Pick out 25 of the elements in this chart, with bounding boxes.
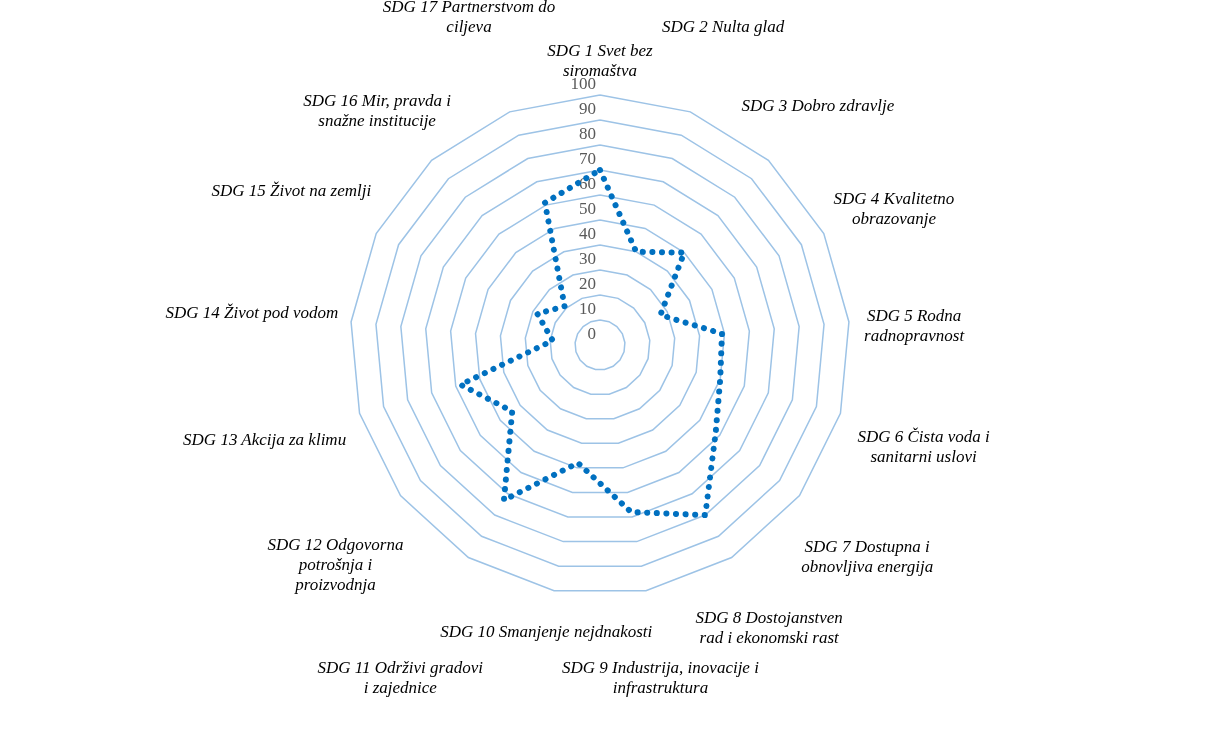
spoke-label: SDG 14 Život pod vodom bbox=[165, 302, 339, 322]
spoke-label: SDG 5 Rodna radnopravnost bbox=[864, 305, 966, 345]
y-tick-label: 0 bbox=[587, 324, 596, 343]
spoke-label: SDG 6 Čista voda i sanitarni uslovi bbox=[857, 427, 990, 467]
y-tick-label: 10 bbox=[579, 299, 596, 318]
y-tick-label: 80 bbox=[579, 124, 596, 143]
y-tick-label: 30 bbox=[579, 249, 596, 268]
spoke-label: SDG 16 Mir, pravda i snažne institucije bbox=[303, 90, 452, 130]
y-tick-label: 90 bbox=[579, 99, 596, 118]
spoke-label: SDG 8 Dostojanstven rad i ekonomski rast bbox=[695, 608, 843, 648]
spoke-label: SDG 7 Dostupna i obnovljiva energija bbox=[801, 536, 934, 576]
y-tick-label: 70 bbox=[579, 149, 596, 168]
spoke-label: SDG 10 Smanjenje nejdnakosti bbox=[440, 622, 653, 642]
y-tick-label: 40 bbox=[579, 224, 596, 243]
spoke-label: SDG 13 Akcija za klimu bbox=[183, 430, 347, 450]
spoke-label: SDG 3 Dobro zdravlje bbox=[741, 95, 895, 115]
spoke-label: SDG 9 Industrija, inovacije i infrastruktura bbox=[561, 658, 760, 698]
y-tick-label: 50 bbox=[579, 199, 596, 218]
y-tick-label: 20 bbox=[579, 274, 596, 293]
spoke-label: SDG 17 Partnerstvom do ciljeva bbox=[382, 0, 556, 36]
spoke-label: SDG 2 Nulta glad bbox=[661, 17, 785, 37]
spoke-label: SDG 15 Život na zemlji bbox=[211, 181, 372, 201]
spoke-label: SDG 11 Održivi gradovi i zajednice bbox=[317, 657, 484, 697]
spoke-label: SDG 4 Kvalitetno obrazovanje bbox=[833, 188, 955, 228]
spoke-label: SDG 12 Odgovorna potrošnja i proizvodnja bbox=[267, 534, 404, 594]
